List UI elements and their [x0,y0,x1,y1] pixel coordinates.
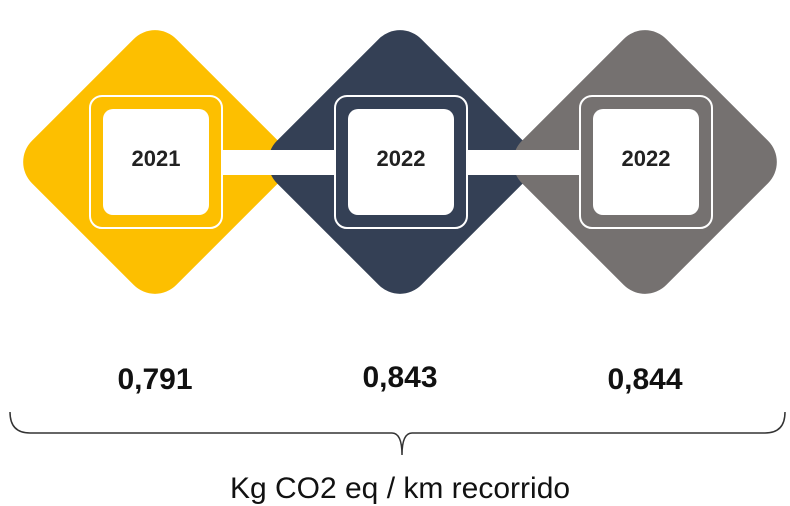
year-label: 2021 [132,146,181,171]
value-label: 0,844 [607,363,682,396]
caption: Kg CO2 eq / km recorrido [230,472,570,505]
connector [467,150,579,175]
year-box [334,95,468,229]
value-label: 0,791 [117,363,192,396]
year-box [579,95,713,229]
year-label: 2022 [622,146,671,171]
year-label: 2022 [377,146,426,171]
value-label: 0,843 [362,361,437,394]
year-box [89,95,223,229]
connector [222,150,334,175]
brace [9,411,786,456]
